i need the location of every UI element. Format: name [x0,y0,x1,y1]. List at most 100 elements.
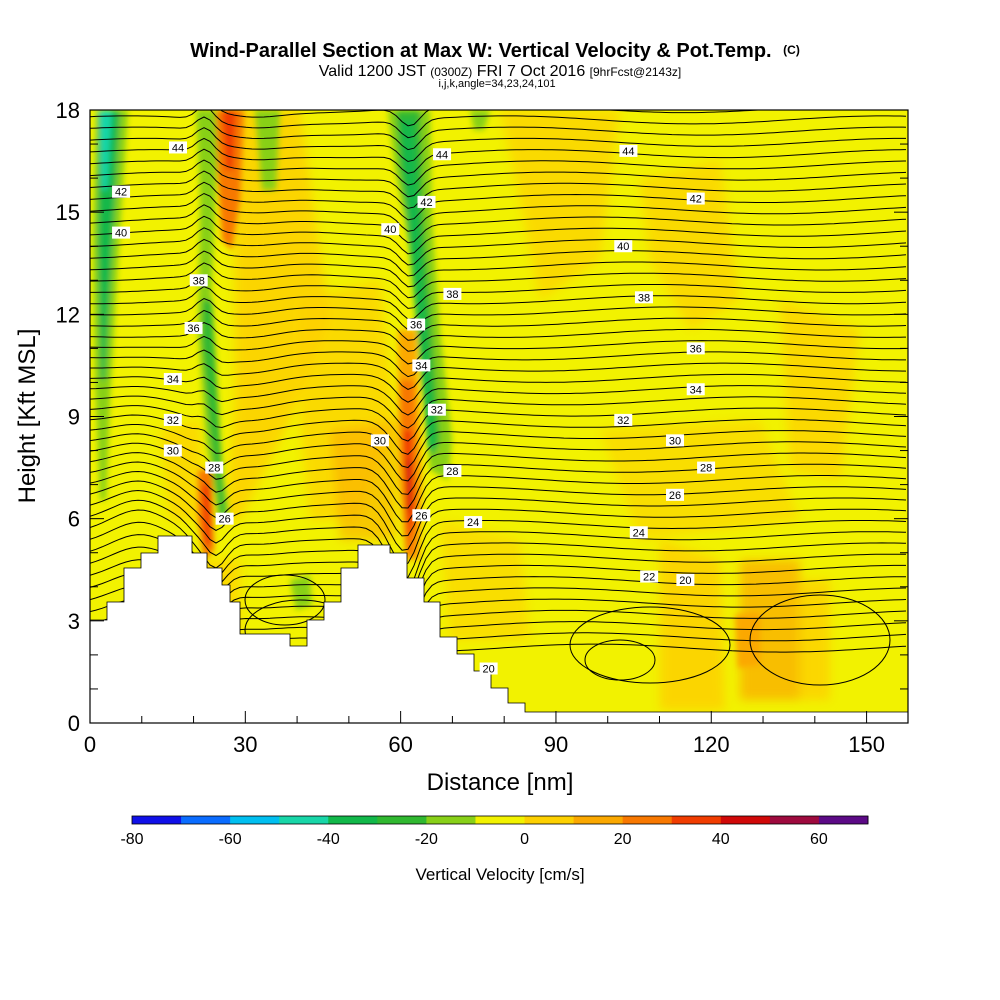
contour-label-box [112,185,131,198]
contour-label: 38 [193,275,205,287]
colorbar-swatch [426,816,476,824]
contour-label-box [189,274,208,287]
contour-label-box [443,464,462,477]
theta-contour [90,137,907,174]
contour-label: 24 [633,527,645,539]
contour-label-box [619,144,638,157]
theta-contour [90,452,907,509]
chart-title: Wind-Parallel Section at Max W: Vertical… [190,40,800,62]
theta-contour [90,238,907,277]
chart-subtitle: Valid 1200 JST (0300Z) FRI 7 Oct 2016 [9… [319,63,681,80]
contour-label-box [697,461,716,474]
contour-label: 40 [617,241,629,253]
theta-contour [90,424,907,469]
y-tick-label: 15 [56,200,80,225]
theta-contour [90,385,907,416]
contour-label: 42 [420,197,432,209]
contour-label: 28 [700,463,712,475]
theta-contour [90,297,907,331]
x-axis-title: Distance [nm] [427,769,574,796]
contour-label: 34 [167,374,179,386]
contour-label-box [464,516,483,529]
colorbar-swatch [328,816,378,824]
contour-label: 20 [483,664,495,676]
contour-label-box [184,321,203,334]
theta-contour [90,461,907,523]
contour-label: 36 [690,343,702,355]
theta-contour [90,373,907,403]
contour-label: 42 [690,194,702,206]
x-tick-label: 150 [848,732,885,757]
colorbar: -80 -60 -40 -20 0 20 40 60 [120,815,869,848]
colorbar-swatch [818,816,869,824]
contour-label: 32 [431,405,443,417]
contour-label: 30 [167,446,179,458]
contour-label-box [479,662,498,675]
contour-label-box [381,223,400,236]
colorbar-tick-label: 0 [520,831,529,848]
colorbar-swatch [181,816,231,824]
colorbar-tick-label: -80 [120,831,143,848]
contour-label-box [629,526,648,539]
colorbar-tick-label: 20 [614,831,632,848]
contour-label: 36 [410,320,422,332]
theta-contour [90,362,907,390]
theta-contour [90,534,907,613]
theta-contour [90,170,907,209]
contour-label: 26 [415,510,427,522]
x-tick-label: 30 [233,732,257,757]
theta-contour [90,470,907,537]
contour-label-box [614,240,633,253]
contour-label-box [614,413,633,426]
x-tick-label: 60 [388,732,412,757]
y-tick-label: 3 [68,609,80,634]
contour-label: 26 [218,514,230,526]
theta-contour [90,395,907,429]
chart-subtitle-indices: i,j,k,angle=34,23,24,101 [438,78,555,90]
colorbar-swatch [622,816,673,824]
contour-label-box [433,148,452,161]
contour-label: 40 [115,228,127,240]
theta-contour [90,309,907,341]
contour-label-box [686,383,705,396]
theta-contour [90,127,906,163]
contour-label-box [427,403,446,416]
contour-labels: 44 42 40 38 36 34 32 30 28 26 44 42 40 38 36 34 32 30 28 26… [112,141,716,676]
contour-label-box [666,488,685,501]
potential-temperature-contours [90,110,907,688]
contour-label: 42 [115,187,127,199]
contour-label-box [417,195,436,208]
y-tick-label: 12 [56,302,80,327]
theta-contour [90,521,907,604]
contour-label: 44 [622,146,634,158]
colorbar-swatch [524,816,575,824]
contour-label-box [640,570,659,583]
theta-contour [90,110,907,139]
x-tick-label: 0 [84,732,96,757]
contour-label: 34 [415,360,427,372]
colorbar-tick-label: 60 [810,831,828,848]
theta-contour [90,499,907,580]
contour-label: 28 [446,466,458,478]
theta-contour [90,349,906,378]
contour-label-box [112,226,131,239]
theta-contour [569,606,731,684]
contour-label: 30 [669,435,681,447]
colorbar-tick-label: -60 [219,831,242,848]
y-tick-label: 18 [56,98,80,123]
theta-contour [244,574,326,626]
contour-label: 26 [669,490,681,502]
theta-contour [90,262,907,299]
y-tick-label: 0 [68,711,80,736]
colorbar-tick-label: -40 [317,831,340,848]
contour-label-box [666,434,685,447]
theta-contour [90,159,907,198]
contour-label-box [370,434,389,447]
colorbar-tick-label: 40 [712,831,730,848]
contour-label: 44 [172,142,184,154]
contour-label-box [686,342,705,355]
contour-label-box [205,461,224,474]
contour-label-box [412,509,431,522]
theta-contour [90,489,907,566]
y-tick-label: 6 [68,507,80,532]
